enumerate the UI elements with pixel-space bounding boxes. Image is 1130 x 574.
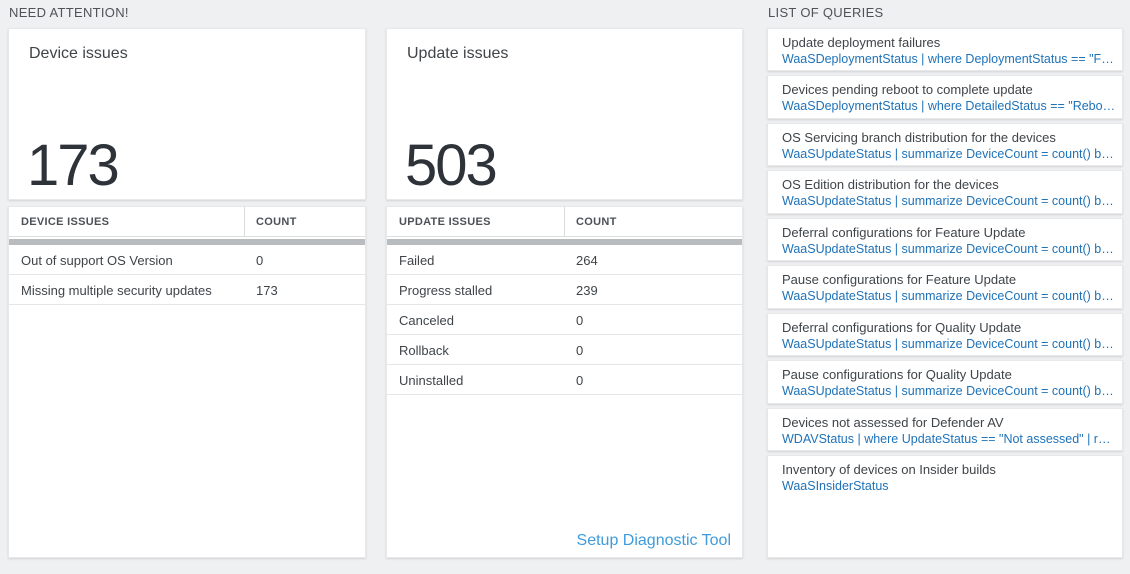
query-list-item[interactable]: Deferral configurations for Feature Upda… <box>767 218 1123 261</box>
device-issues-table-header: DEVICE ISSUES COUNT <box>9 207 365 236</box>
query-title: Devices not assessed for Defender AV <box>782 415 1004 430</box>
row-label: Failed <box>399 253 435 268</box>
row-label: Canceled <box>399 313 454 328</box>
query-list-item[interactable]: Devices pending reboot to complete updat… <box>767 75 1123 119</box>
row-label: Missing multiple security updates <box>21 283 212 298</box>
count-col-header: COUNT <box>256 216 297 228</box>
header-divider <box>9 236 365 237</box>
setup-diagnostic-tool-link[interactable]: Setup Diagnostic Tool <box>576 532 731 549</box>
row-count: 239 <box>576 283 598 298</box>
query-title: Deferral configurations for Quality Upda… <box>782 320 1022 335</box>
row-count: 0 <box>576 313 584 328</box>
device-issues-count: 173 <box>27 133 120 198</box>
query-title: OS Edition distribution for the devices <box>782 177 999 192</box>
query-text: WaaSUpdateStatus | summarize DeviceCount… <box>782 337 1116 351</box>
query-title: Inventory of devices on Insider builds <box>782 462 996 477</box>
query-text: WDAVStatus | where UpdateStatus == "Not … <box>782 432 1116 446</box>
query-text: WaaSDeploymentStatus | where DeploymentS… <box>782 52 1116 66</box>
query-list-item[interactable]: Pause configurations for Quality Update … <box>767 360 1123 404</box>
row-label: Out of support OS Version <box>21 253 173 268</box>
query-list-item[interactable]: Inventory of devices on Insider builds W… <box>767 455 1123 558</box>
count-col-header: COUNT <box>576 216 617 228</box>
row-count: 0 <box>576 343 584 358</box>
query-text: WaaSUpdateStatus | summarize DeviceCount… <box>782 384 1116 398</box>
query-text: WaaSUpdateStatus | summarize DeviceCount… <box>782 147 1116 161</box>
query-title: Devices pending reboot to complete updat… <box>782 82 1033 97</box>
row-count: 264 <box>576 253 598 268</box>
update-issues-count: 503 <box>405 133 498 198</box>
query-title: Deferral configurations for Feature Upda… <box>782 225 1026 240</box>
query-list-item[interactable]: Devices not assessed for Defender AV WDA… <box>767 408 1123 451</box>
row-label: Rollback <box>399 343 449 358</box>
update-issues-table-card: UPDATE ISSUES COUNT Failed 264 Progress … <box>386 206 743 558</box>
query-text: WaaSUpdateStatus | summarize DeviceCount… <box>782 242 1116 256</box>
query-list-item[interactable]: Pause configurations for Feature Update … <box>767 265 1123 309</box>
query-list-item[interactable]: Deferral configurations for Quality Upda… <box>767 313 1123 356</box>
need-attention-header: NEED ATTENTION! <box>9 5 129 20</box>
query-title: Pause configurations for Feature Update <box>782 272 1017 287</box>
query-list-item[interactable]: OS Servicing branch distribution for the… <box>767 123 1123 166</box>
column-divider <box>244 207 245 236</box>
row-count: 0 <box>576 373 584 388</box>
query-text: WaaSUpdateStatus | summarize DeviceCount… <box>782 194 1116 208</box>
query-text: WaaSUpdateStatus | summarize DeviceCount… <box>782 289 1116 303</box>
table-row[interactable]: Canceled 0 <box>387 305 742 335</box>
device-issues-col-header: DEVICE ISSUES <box>21 216 110 228</box>
row-label: Uninstalled <box>399 373 464 388</box>
update-issues-table-header: UPDATE ISSUES COUNT <box>387 207 742 236</box>
table-row[interactable]: Out of support OS Version 0 <box>9 245 365 275</box>
update-issues-tile[interactable]: Update issues 503 <box>386 28 743 200</box>
row-label: Progress stalled <box>399 283 493 298</box>
query-title: OS Servicing branch distribution for the… <box>782 130 1056 145</box>
table-row[interactable]: Failed 264 <box>387 245 742 275</box>
table-row[interactable]: Uninstalled 0 <box>387 365 742 395</box>
device-issues-title: Device issues <box>29 45 128 62</box>
horizontal-scrollbar[interactable] <box>387 239 742 245</box>
header-divider <box>387 236 742 237</box>
table-row[interactable]: Rollback 0 <box>387 335 742 365</box>
device-issues-tile[interactable]: Device issues 173 <box>8 28 366 200</box>
query-list-item[interactable]: Update deployment failures WaaSDeploymen… <box>767 28 1123 71</box>
horizontal-scrollbar[interactable] <box>9 239 365 245</box>
column-divider <box>564 207 565 236</box>
list-of-queries-header: LIST OF QUERIES <box>768 5 884 20</box>
update-issues-col-header: UPDATE ISSUES <box>399 216 491 228</box>
query-list-item[interactable]: OS Edition distribution for the devices … <box>767 170 1123 214</box>
row-count: 0 <box>256 253 264 268</box>
query-text: WaaSInsiderStatus <box>782 479 889 493</box>
query-text: WaaSDeploymentStatus | where DetailedSta… <box>782 99 1116 113</box>
query-title: Pause configurations for Quality Update <box>782 367 1012 382</box>
query-title: Update deployment failures <box>782 35 941 50</box>
table-row[interactable]: Progress stalled 239 <box>387 275 742 305</box>
table-row[interactable]: Missing multiple security updates 173 <box>9 275 365 305</box>
update-issues-title: Update issues <box>407 45 509 62</box>
row-count: 173 <box>256 283 278 298</box>
device-issues-table-card: DEVICE ISSUES COUNT Out of support OS Ve… <box>8 206 366 558</box>
